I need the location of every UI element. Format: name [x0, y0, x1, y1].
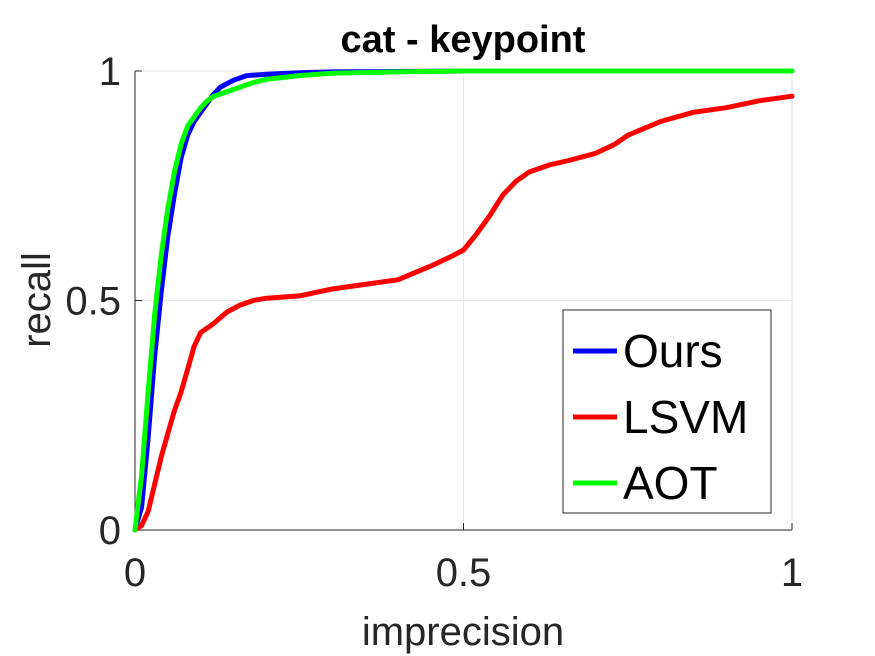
x-axis-label: imprecision [362, 610, 564, 654]
x-tick-label: 0 [124, 551, 146, 595]
legend-label: LSVM [623, 391, 748, 443]
y-tick-label: 0.5 [65, 280, 121, 324]
legend-box [562, 309, 772, 514]
y-tick-label: 0 [99, 509, 121, 553]
x-tick-label: 0.5 [436, 551, 492, 595]
series-line-aot [132, 68, 795, 533]
series-lines [132, 68, 795, 533]
y-axis-label: recall [15, 252, 59, 348]
legend-label: AOT [623, 457, 718, 509]
tick-labels: 0 0.5 1 0 0.5 1 [65, 50, 803, 595]
series-line-lsvm [132, 93, 795, 533]
legend: Ours LSVM AOT [562, 309, 772, 514]
x-tick-label: 1 [781, 551, 803, 595]
chart-title: cat - keypoint [341, 19, 586, 61]
legend-label: Ours [623, 325, 723, 377]
y-tick-label: 1 [99, 50, 121, 94]
